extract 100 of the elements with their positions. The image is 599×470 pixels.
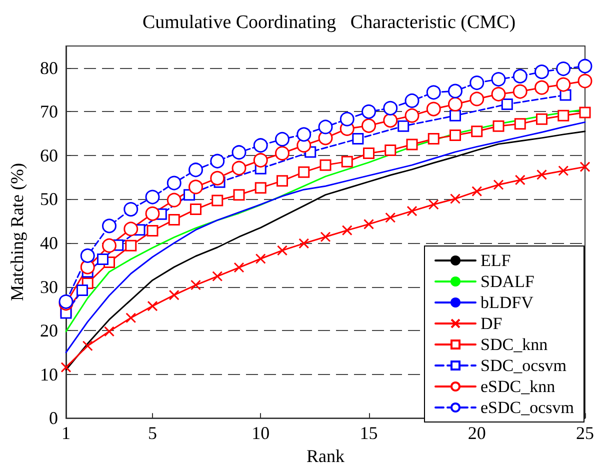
y-tick-label: 50 — [40, 189, 58, 210]
x-tick-label: 10 — [252, 423, 270, 444]
point — [232, 145, 246, 160]
legend-label: DF — [480, 314, 502, 333]
y-tick-label: 30 — [40, 276, 58, 297]
point — [340, 112, 354, 126]
point — [318, 120, 333, 134]
point — [472, 186, 482, 197]
point — [470, 76, 484, 90]
point — [212, 194, 224, 206]
point — [448, 84, 462, 98]
point — [493, 180, 504, 190]
point — [275, 146, 290, 160]
point — [448, 96, 462, 112]
point — [578, 58, 592, 74]
point — [126, 312, 136, 324]
point — [145, 206, 160, 221]
legend-label: SDALF — [480, 272, 534, 291]
point — [471, 126, 483, 138]
y-tick-label: 20 — [40, 320, 58, 341]
point — [556, 77, 571, 92]
point — [124, 222, 138, 236]
point — [426, 85, 441, 100]
point — [102, 238, 116, 253]
point — [579, 106, 591, 118]
point — [558, 110, 570, 122]
point — [80, 260, 95, 274]
legend-label: SDC_ocsvm — [480, 356, 566, 375]
point — [124, 202, 138, 217]
point — [428, 199, 439, 210]
point — [188, 180, 203, 194]
legend-label: eSDC_knn — [480, 377, 556, 396]
point — [534, 64, 549, 80]
point — [364, 218, 374, 230]
point — [450, 194, 460, 204]
point — [320, 159, 332, 171]
point — [166, 192, 182, 208]
point — [450, 110, 461, 122]
point — [362, 104, 376, 119]
x-tick-label: 15 — [360, 423, 378, 444]
point — [253, 153, 268, 168]
point — [450, 130, 461, 142]
point — [492, 120, 504, 132]
point — [362, 118, 376, 133]
point — [145, 190, 160, 204]
point — [80, 248, 95, 263]
point — [514, 174, 526, 186]
point — [104, 326, 114, 337]
point — [60, 362, 72, 373]
point — [298, 166, 310, 178]
point — [76, 284, 88, 296]
point — [352, 133, 364, 145]
y-tick-label: 0 — [49, 408, 58, 428]
point — [341, 156, 353, 168]
point — [491, 86, 506, 102]
point — [404, 93, 420, 108]
legend-label: ELF — [480, 251, 511, 270]
point — [210, 154, 225, 168]
point — [190, 280, 201, 290]
x-axis-title: Rank — [306, 446, 344, 466]
point — [404, 108, 420, 123]
point — [406, 206, 418, 216]
point — [428, 133, 440, 145]
legend-label: eSDC_ocsvm — [480, 398, 574, 417]
point — [102, 218, 116, 234]
point — [296, 127, 312, 142]
point — [363, 148, 374, 159]
point — [398, 120, 410, 132]
legend-label: bLDFV — [480, 293, 534, 312]
y-tick-label: 70 — [40, 102, 58, 122]
point — [82, 340, 93, 352]
point — [383, 100, 398, 116]
point — [556, 62, 571, 76]
x-tick-label: 20 — [468, 423, 486, 444]
point — [383, 113, 398, 128]
y-axis-title: Matching Rate (%) — [7, 163, 27, 302]
point — [254, 182, 266, 194]
point — [277, 245, 288, 256]
point — [298, 238, 310, 249]
point — [514, 118, 526, 130]
point — [147, 300, 158, 312]
point — [146, 224, 158, 236]
legend-label: SDC_knn — [480, 335, 548, 354]
point — [501, 98, 513, 110]
x-tick-label: 1 — [62, 423, 70, 444]
point — [512, 68, 528, 84]
y-tick-label: 40 — [40, 232, 58, 253]
point — [536, 113, 548, 125]
point — [426, 102, 441, 116]
chart-title: Cumulative Coordinating Characteristic (CMC) — [142, 12, 516, 33]
point — [385, 212, 396, 223]
point — [491, 72, 506, 87]
y-tick-label: 60 — [40, 145, 58, 166]
point — [168, 290, 180, 300]
x-tick-label: 5 — [148, 423, 157, 444]
point — [470, 92, 484, 106]
point — [342, 225, 352, 236]
point — [512, 84, 528, 99]
y-tick-label: 10 — [40, 364, 58, 384]
point — [190, 204, 202, 216]
